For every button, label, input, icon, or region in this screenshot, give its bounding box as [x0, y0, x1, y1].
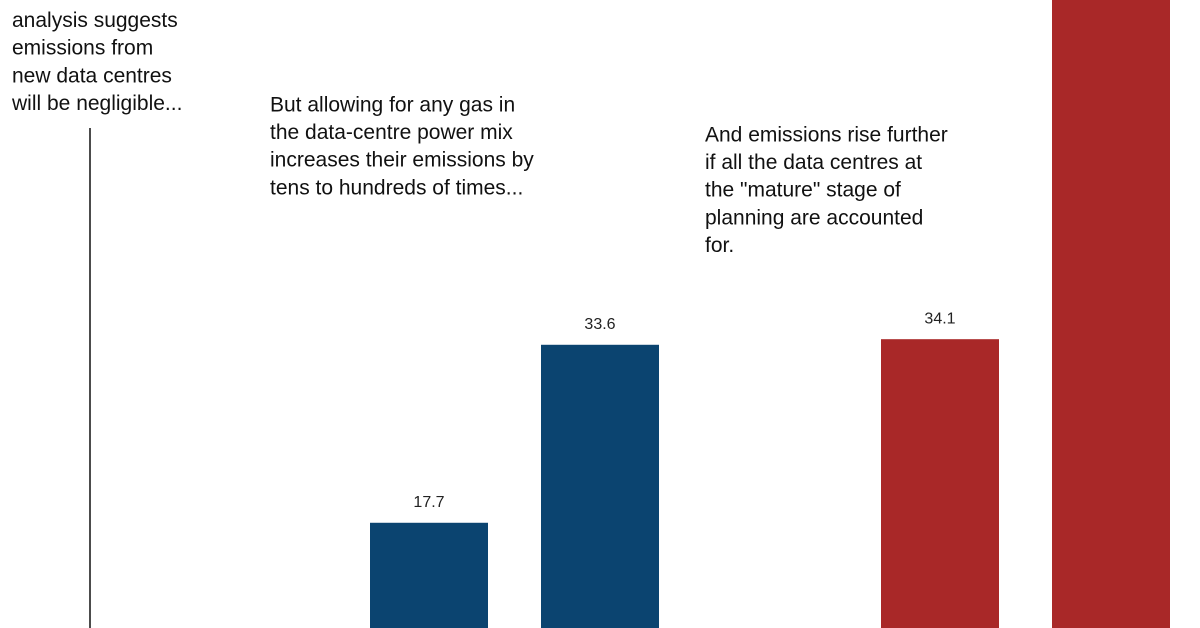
annotation-line: for.: [705, 234, 734, 257]
value-label: 17.7: [413, 494, 444, 511]
bar: [1052, 0, 1170, 628]
annotation-line: emissions from: [12, 37, 153, 60]
annotation-line: Government: [12, 0, 128, 5]
annotation-line: will be negligible...: [11, 92, 182, 115]
annotation-line: new data centres: [12, 64, 172, 87]
annotation-line: the "mature" stage of: [705, 179, 901, 202]
bar: [541, 344, 659, 628]
bar: [370, 522, 488, 628]
annotation-line: planning are accounted: [705, 206, 923, 229]
value-label: 34.1: [924, 310, 955, 327]
annotation-line: increases their emissions by: [270, 149, 534, 172]
annotation-line: if all the data centres at: [705, 151, 922, 174]
annotation-line: But allowing for any gas in: [270, 94, 515, 117]
value-label: 33.6: [584, 316, 615, 333]
annotation-line: the data-centre power mix: [270, 121, 513, 144]
bar: [881, 339, 999, 628]
annotation-line: analysis suggests: [12, 9, 178, 32]
annotation-line: tens to hundreds of times...: [270, 176, 523, 199]
annotation-line: And emissions rise further: [705, 124, 948, 147]
